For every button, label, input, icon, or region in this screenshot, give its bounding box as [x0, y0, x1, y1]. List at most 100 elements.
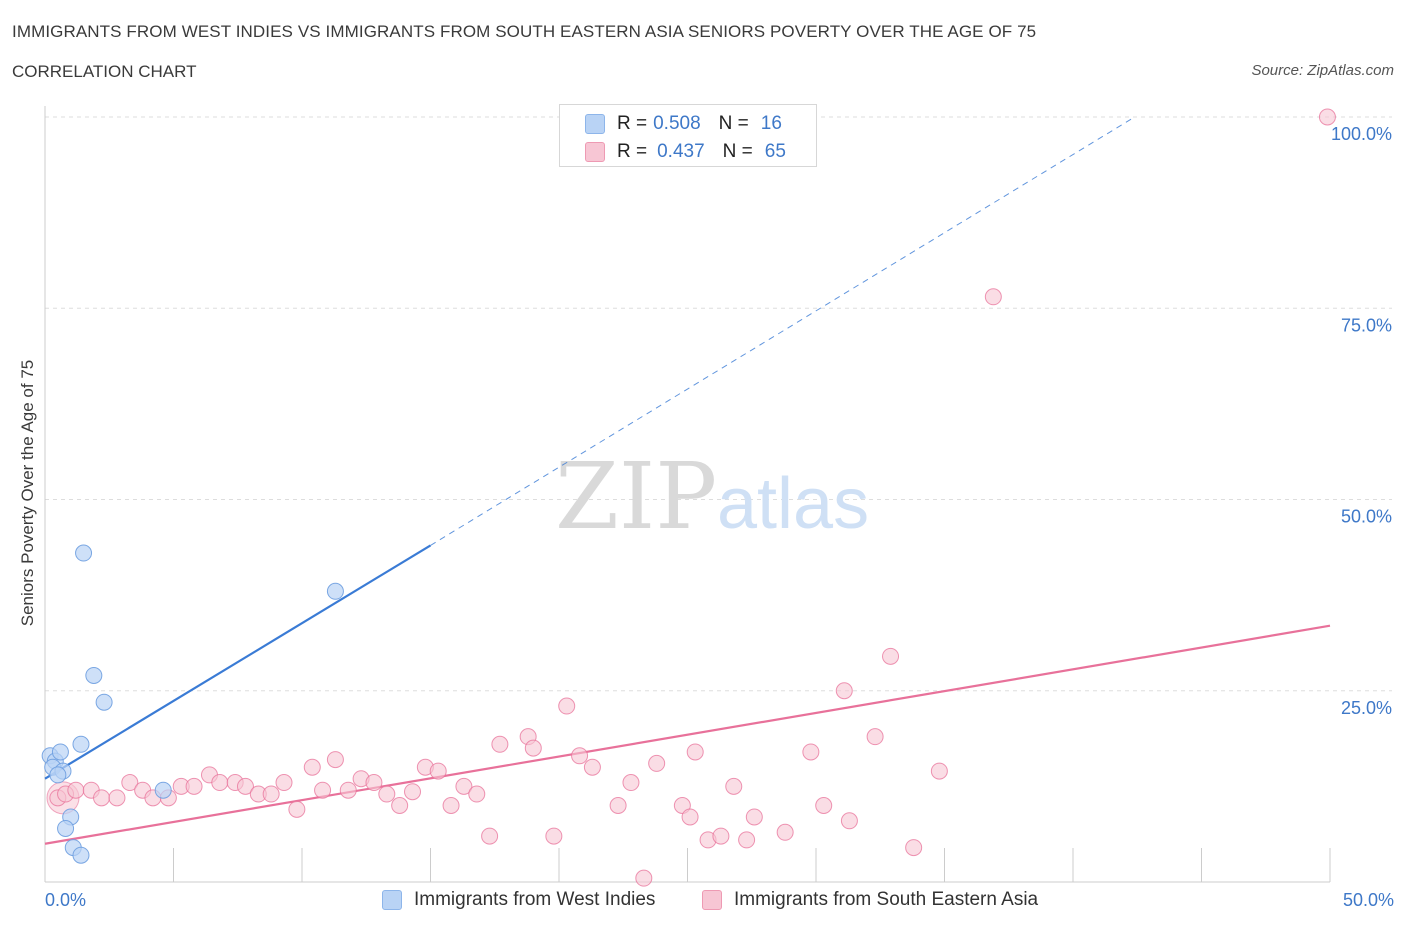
point-west-indies — [85, 666, 103, 684]
point-se-asia — [481, 827, 499, 845]
point-se-asia — [635, 869, 653, 887]
point-se-asia — [905, 839, 923, 857]
point-west-indies — [51, 743, 69, 761]
point-west-indies — [326, 582, 344, 600]
n-label: N = — [722, 141, 753, 162]
point-se-asia — [236, 777, 254, 795]
point-se-asia — [404, 783, 422, 801]
point-se-asia — [558, 697, 576, 715]
point-se-asia — [583, 758, 601, 776]
x-tick-label-max: 50.0% — [1342, 890, 1394, 910]
legend-item-west-indies[interactable]: Immigrants from West Indies — [382, 889, 655, 911]
n-value-se-asia: 65 — [764, 141, 786, 162]
point-se-asia — [185, 777, 203, 795]
point-west-indies — [154, 781, 172, 799]
point-se-asia — [288, 800, 306, 818]
correlation-legend: R = 0.508 N = 16 R = 0.437 N = 65 — [559, 104, 817, 167]
point-west-indies — [57, 819, 75, 837]
point-se-asia — [835, 682, 853, 700]
point-se-asia — [491, 735, 509, 753]
point-se-asia — [326, 751, 344, 769]
watermark-atlas: atlas — [717, 464, 869, 544]
point-se-asia — [275, 774, 293, 792]
point-west-indies — [49, 766, 67, 784]
point-se-asia — [882, 647, 900, 665]
point-se-asia — [984, 288, 1002, 306]
point-se-asia — [648, 754, 666, 772]
point-se-asia — [930, 762, 948, 780]
point-se-asia — [776, 823, 794, 841]
n-value-west-indies: 16 — [760, 113, 782, 134]
point-se-asia — [571, 747, 589, 765]
point-west-indies — [75, 544, 93, 562]
point-se-asia — [686, 743, 704, 761]
y-tick-label: 100.0% — [1331, 124, 1392, 144]
data-points — [41, 108, 1336, 887]
point-se-asia — [866, 728, 884, 746]
y-tick-label: 75.0% — [1341, 315, 1392, 335]
series-legend: Immigrants from West Indies Immigrants f… — [0, 889, 1406, 915]
point-se-asia — [303, 758, 321, 776]
point-se-asia — [802, 743, 820, 761]
legend-row-west-indies: R = 0.508 N = 16 — [585, 112, 782, 136]
chart-subtitle: CORRELATION CHART — [12, 62, 197, 81]
r-label: R = — [617, 141, 648, 162]
source-credit: Source: ZipAtlas.com — [1251, 62, 1394, 79]
point-se-asia — [609, 797, 627, 814]
point-se-asia — [93, 789, 111, 807]
point-se-asia — [211, 774, 229, 792]
pink-swatch-icon — [702, 890, 722, 910]
point-west-indies — [95, 693, 113, 711]
r-value-west-indies: 0.508 — [653, 113, 701, 134]
point-se-asia — [745, 808, 763, 826]
point-west-indies — [72, 846, 90, 864]
point-se-asia — [712, 827, 730, 845]
n-label: N = — [718, 113, 749, 134]
point-se-asia — [121, 774, 139, 792]
point-se-asia — [725, 777, 743, 795]
y-tick-labels: 25.0% 50.0% 75.0% 100.0% — [1331, 124, 1392, 718]
point-se-asia — [365, 774, 383, 792]
point-se-asia — [262, 785, 280, 803]
point-se-asia — [314, 781, 332, 799]
point-se-asia — [442, 797, 460, 814]
blue-swatch-icon — [585, 114, 605, 134]
point-se-asia — [108, 789, 126, 807]
watermark-zip: ZIP — [555, 443, 717, 550]
point-se-asia — [524, 739, 542, 757]
pink-swatch-icon — [585, 142, 605, 162]
point-se-asia — [455, 777, 473, 795]
point-se-asia — [391, 797, 409, 814]
point-se-asia — [815, 797, 833, 814]
point-se-asia — [429, 762, 447, 780]
point-se-asia — [738, 831, 756, 849]
y-tick-label: 25.0% — [1341, 698, 1392, 718]
grid-lines — [45, 116, 1392, 692]
trend-line-west-indies — [44, 544, 432, 780]
x-tick-label-min: 0.0% — [45, 890, 87, 910]
r-value-se-asia: 0.437 — [657, 141, 705, 162]
trend-lines — [44, 116, 1331, 845]
blue-swatch-icon — [382, 890, 402, 910]
point-se-asia — [840, 812, 858, 830]
point-se-asia — [681, 808, 699, 826]
point-se-asia — [468, 785, 486, 803]
point-se-asia — [622, 774, 640, 792]
r-label: R = — [617, 113, 648, 134]
point-se-asia — [67, 781, 85, 799]
legend-label-west-indies: Immigrants from West Indies — [414, 889, 656, 910]
trend-line-west-indies-extension — [430, 116, 1135, 546]
y-tick-label: 50.0% — [1341, 507, 1392, 527]
trend-line-se-asia — [44, 624, 1331, 845]
point-west-indies — [72, 735, 90, 753]
legend-label-se-asia: Immigrants from South Eastern Asia — [734, 889, 1039, 910]
point-se-asia — [1318, 108, 1336, 126]
legend-item-se-asia[interactable]: Immigrants from South Eastern Asia — [702, 889, 1038, 911]
legend-row-se-asia: R = 0.437 N = 65 — [585, 140, 786, 164]
point-se-asia — [545, 827, 563, 845]
chart-title: IMMIGRANTS FROM WEST INDIES VS IMMIGRANT… — [12, 22, 1037, 41]
point-se-asia — [378, 785, 396, 803]
point-se-asia — [339, 781, 357, 799]
